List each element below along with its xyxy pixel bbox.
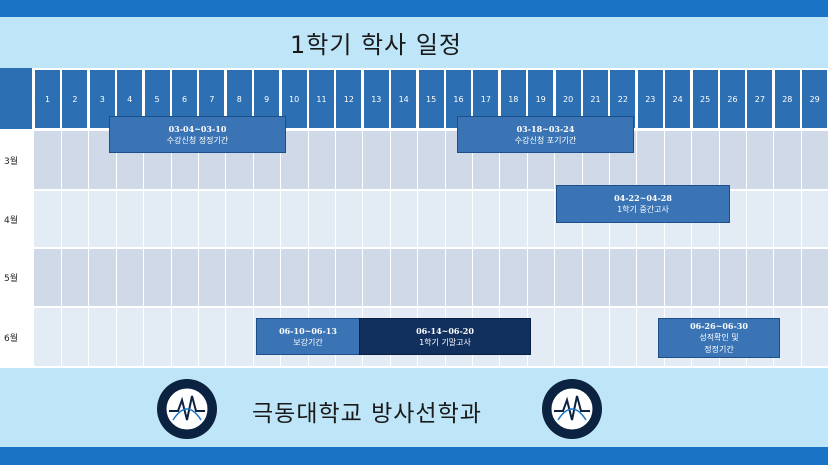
cell-divider <box>417 131 419 366</box>
cell-divider <box>609 131 610 366</box>
cell-divider <box>389 131 391 366</box>
cell-divider <box>746 131 747 366</box>
event-label: 1학기 중간고사 <box>617 205 669 214</box>
footer-department: 극동대학교 방사선학과 <box>252 401 482 427</box>
cell-divider <box>526 131 528 366</box>
event-final: 06-14~06-20 1학기 기말고사 <box>359 318 531 355</box>
day-header: 26 <box>720 70 745 128</box>
event-label-2: 정정기간 <box>704 345 734 354</box>
event-registration-correction: 03-04~03-10 수강신청 정정기간 <box>109 116 286 153</box>
day-header: 13 <box>363 70 389 128</box>
day-header: 15 <box>418 70 444 128</box>
event-date: 06-10~06-13 <box>279 325 337 336</box>
day-header: 14 <box>391 70 417 128</box>
university-seal-icon <box>542 379 602 439</box>
cell-divider <box>691 131 693 366</box>
cell-divider <box>800 131 802 366</box>
university-seal-icon <box>157 379 217 439</box>
cell-divider <box>472 131 473 366</box>
top-band <box>0 0 828 17</box>
day-header: 29 <box>802 70 828 128</box>
day-header: 24 <box>665 70 691 128</box>
cell-divider <box>362 131 364 366</box>
day-header: 11 <box>309 70 334 128</box>
event-date: 03-18~03-24 <box>516 123 575 134</box>
month-row-5 <box>34 249 828 306</box>
cell-divider <box>444 131 446 366</box>
header-corner <box>0 68 32 129</box>
cell-divider <box>252 131 254 366</box>
bottom-band <box>0 447 828 465</box>
cell-divider <box>718 131 720 366</box>
cell-divider <box>307 131 309 366</box>
event-date: 04-22~04-28 <box>614 193 672 203</box>
cell-divider <box>280 131 282 366</box>
event-label: 성적확인 및 <box>699 333 739 342</box>
event-registration-withdrawal: 03-18~03-24 수강신청 포기기간 <box>457 116 634 153</box>
cell-divider <box>554 131 556 366</box>
cell-divider <box>499 131 501 366</box>
month-label-6: 6월 <box>4 333 19 344</box>
cell-divider <box>225 131 227 366</box>
event-label: 1학기 기말고사 <box>419 337 471 347</box>
cell-divider <box>581 131 583 366</box>
day-header: 12 <box>336 70 362 128</box>
day-header: 28 <box>774 70 800 128</box>
day-header: 25 <box>692 70 718 128</box>
day-header: 1 <box>35 70 60 128</box>
event-label: 수강신청 포기기간 <box>514 135 577 145</box>
cell-divider <box>663 131 665 366</box>
cell-divider <box>61 131 62 366</box>
month-label-4: 4월 <box>4 215 19 226</box>
cell-divider <box>143 131 145 366</box>
cell-divider <box>88 131 90 366</box>
cell-divider <box>636 131 638 366</box>
day-header: 27 <box>747 70 773 128</box>
cell-divider <box>198 131 199 366</box>
cell-divider <box>773 131 775 366</box>
day-header: 23 <box>637 70 663 128</box>
title-area <box>0 17 828 68</box>
event-date: 06-14~06-20 <box>416 325 474 336</box>
month-label-3: 3월 <box>4 156 19 167</box>
event-midterm: 04-22~04-28 1학기 중간고사 <box>556 185 730 223</box>
cell-divider <box>170 131 172 366</box>
event-date: 03-04~03-10 <box>168 123 227 134</box>
cell-divider <box>115 131 117 366</box>
event-grade-check: 06-26~06-30 성적확인 및 정정기간 <box>658 318 780 358</box>
event-label: 수강신청 정정기간 <box>166 135 229 145</box>
footer-area <box>0 368 828 447</box>
event-label: 보강기간 <box>293 337 323 347</box>
page-title: 1학기 학사 일정 <box>290 31 463 59</box>
day-header: 2 <box>62 70 88 128</box>
cell-divider <box>335 131 336 366</box>
event-date: 06-26~06-30 <box>690 321 748 331</box>
event-makeup: 06-10~06-13 보강기간 <box>256 318 360 355</box>
month-label-5: 5월 <box>4 274 19 284</box>
